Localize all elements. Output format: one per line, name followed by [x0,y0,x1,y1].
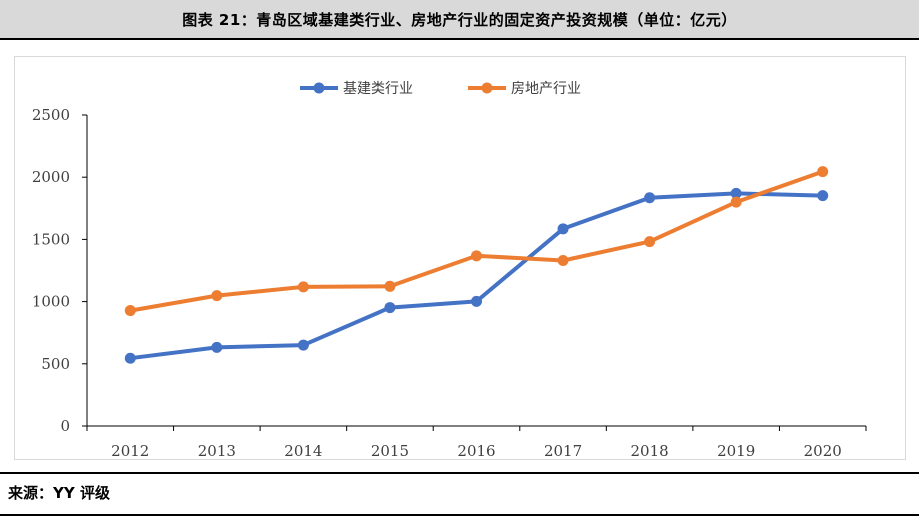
series-line-1 [130,191,823,361]
x-tick-label: 2019 [717,442,755,460]
source-top-rule [0,472,919,474]
source-note: 来源：YY 评级 [8,484,110,502]
x-tick-label: 2013 [198,442,236,460]
data-point-series-2 [297,281,309,293]
data-point-series-2 [211,290,223,302]
data-point-series-2 [644,236,656,248]
y-tick-label: 500 [41,355,70,373]
x-tick-label: 2014 [284,442,322,460]
data-point-series-1 [211,341,223,353]
chart-frame [14,56,906,460]
x-tick-label: 2018 [631,442,669,460]
x-tick-label: 2020 [804,442,842,460]
figure-title: 图表 21：青岛区域基建类行业、房地产行业的固定资产投资规模（单位：亿元） [182,10,737,29]
x-tick-label: 2015 [371,442,409,460]
y-tick-label: 1500 [32,230,70,248]
source-bottom-rule [0,514,919,516]
data-point-series-2 [384,280,396,292]
y-tick-label: 2000 [32,168,70,186]
data-point-series-1 [817,190,829,202]
data-point-series-1 [297,339,309,351]
data-point-series-2 [730,196,742,208]
x-tick-label: 2017 [544,442,582,460]
legend-swatch-marker-1 [313,82,325,94]
y-tick-label: 0 [60,417,70,435]
x-tick-label: 2012 [111,442,149,460]
data-point-series-2 [471,250,482,262]
data-point-series-2 [557,255,569,267]
data-point-series-1 [730,187,742,199]
legend-label-1: 基建类行业 [343,80,413,97]
data-point-series-1 [557,223,569,235]
y-tick-label: 2500 [32,106,70,124]
line-chart: 0 500 1000 1500 2000 2500 2012 2013 2014 2015 2016… [32,80,867,460]
data-point-series-2 [124,305,136,317]
data-point-series-1 [644,192,656,204]
data-point-series-1 [471,295,482,307]
legend-label-2: 房地产行业 [511,81,581,97]
legend-swatch-marker-2 [481,82,493,94]
x-tick-label: 2016 [457,442,495,460]
data-point-series-2 [817,166,829,178]
figure-title-bar: 图表 21：青岛区域基建类行业、房地产行业的固定资产投资规模（单位：亿元） [0,0,919,40]
data-point-series-1 [384,302,396,314]
data-point-series-1 [124,352,136,364]
y-tick-label: 1000 [32,293,70,311]
